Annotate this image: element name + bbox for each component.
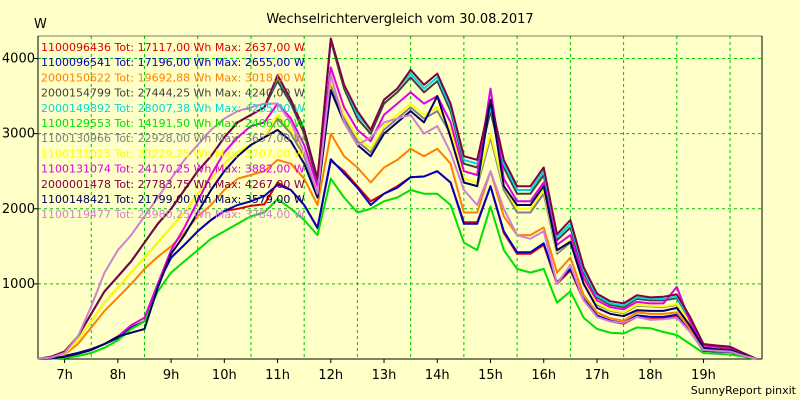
legend-entry-7: 1100130966 Tot: 22928,00 Wh Max: 3657,00…	[41, 132, 305, 145]
x-tick-label: 18h	[638, 368, 663, 383]
x-tick-label: 13h	[372, 368, 397, 383]
x-tick-label: 11h	[265, 368, 290, 383]
legend-entry-8: 1100131025 Tot: 23229,25 Wh Max: 3707,00…	[41, 147, 305, 160]
x-tick-label: 10h	[212, 368, 237, 383]
y-axis-unit-label: W	[34, 17, 47, 32]
chart-title: Wechselrichtervergleich vom 30.08.2017	[266, 12, 533, 27]
legend-entry-10: 2000001478 Tot: 27783,75 Wh Max: 4267,00…	[41, 178, 305, 191]
series-line-10	[37, 37, 758, 360]
legend-entry-5: 2000149892 Tot: 28007,38 Wh Max: 4265,00…	[41, 102, 305, 115]
x-tick-label: 7h	[56, 368, 73, 383]
legend-entry-2: 1100096541 Tot: 17196,00 Wh Max: 2655,00…	[41, 56, 305, 69]
legend-entry-4: 2000154799 Tot: 27444,25 Wh Max: 4240,00…	[41, 87, 305, 100]
series-line-9	[37, 66, 758, 360]
x-tick-label: 19h	[691, 368, 716, 383]
legend-entry-11: 1100148421 Tot: 21799,00 Wh Max: 3579,00…	[41, 193, 305, 206]
x-tick-label: 17h	[585, 368, 610, 383]
series-line-6	[37, 177, 757, 360]
x-tick-label: 9h	[163, 368, 180, 383]
y-tick-label: 1000	[2, 277, 35, 292]
series-line-8	[37, 79, 758, 360]
x-tick-label: 12h	[318, 368, 343, 383]
y-tick-label: 3000	[2, 127, 35, 142]
series-line-11	[37, 89, 757, 360]
x-tick-label: 16h	[531, 368, 556, 383]
footer-credit: SunnyReport pinxit	[691, 384, 797, 397]
x-tick-label: 14h	[425, 368, 450, 383]
y-tick-label: 2000	[2, 202, 35, 217]
legend-entry-12: 1100119477 Tot: 23980,25 Wh Max: 3784,00…	[41, 208, 305, 221]
series-line-3	[37, 132, 757, 360]
legend-entry-1: 1100096436 Tot: 17117,00 Wh Max: 2637,00…	[41, 41, 305, 54]
x-tick-label: 15h	[478, 368, 503, 383]
plot-area: 1000 2000 3000 4000 7h 8h 9h 10h 11h 12h 13h 14h 15h…	[2, 35, 763, 383]
y-tick-label: 4000	[2, 52, 35, 67]
x-tick-label: 8h	[110, 368, 127, 383]
series-line-12	[37, 73, 757, 360]
legend-entry-9: 1100131074 Tot: 24170,25 Wh Max: 3882,00…	[41, 163, 305, 176]
legend-entry-6: 1100129553 Tot: 14191,50 Wh Max: 2406,00…	[41, 117, 305, 130]
legend-entry-3: 2000150622 Tot: 19692,88 Wh Max: 3018,00…	[41, 71, 305, 84]
